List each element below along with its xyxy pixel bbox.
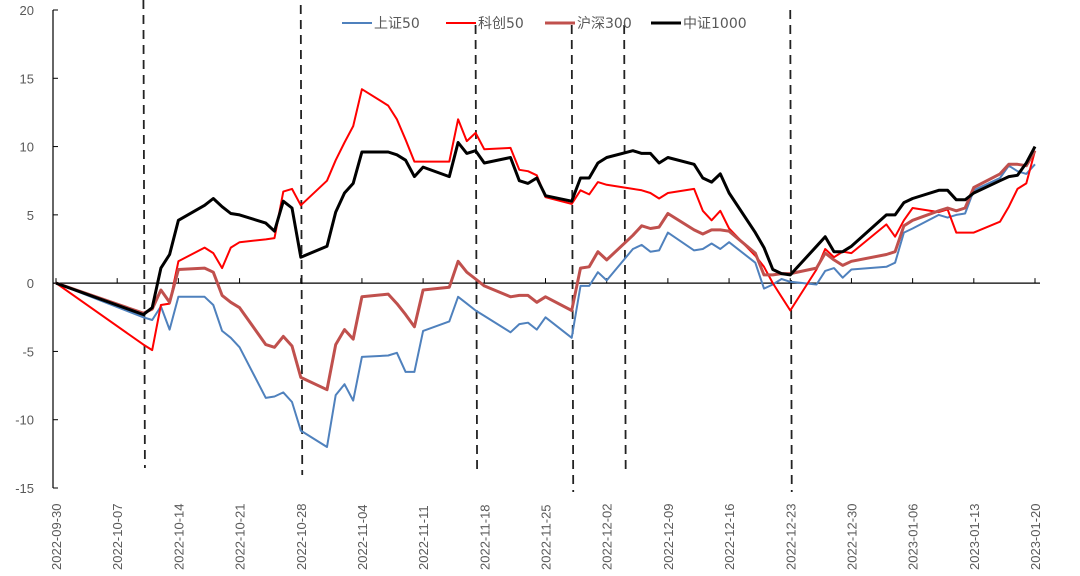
x-tick-label: 2022-12-30 [844,504,859,571]
x-tick-label: 2022-11-11 [416,505,431,570]
x-tick-label: 2023-01-20 [1028,504,1043,571]
y-tick-label: 15 [20,71,34,86]
event-dashed-line [474,24,478,471]
x-tick-label: 2022-10-14 [171,504,186,571]
x-tick-label: 2022-10-21 [233,504,248,571]
series-lines [55,88,1037,448]
axes: -15 -10 -5 0 5 10 15 20 2022-09-30 2022-10-07 2022… [15,3,1043,570]
x-tick-label: 2022-11-04 [355,504,370,570]
event-dashed-line [789,9,793,493]
legend-label: 上证50 [374,16,420,32]
x-tick-label: 2022-12-09 [661,504,676,571]
event-dashed-line [142,0,146,469]
event-dashed-line [299,4,304,476]
vertical-dashed-lines [142,0,793,493]
legend-label: 沪深300 [577,16,632,32]
event-dashed-line [623,24,627,471]
x-tick-label: 2022-11-25 [539,504,554,570]
x-tick-label: 2023-01-06 [906,504,921,571]
y-tick-label: -10 [15,413,34,428]
y-tick-label: 5 [27,208,34,223]
x-tick-label: 2022-10-07 [110,504,125,571]
legend: 上证50 科创50 沪深300 中证1000 [342,16,747,32]
x-tick-label: 2023-01-13 [967,504,982,571]
event-dashed-line [570,24,575,493]
x-tick-label: 2022-12-23 [783,504,798,571]
legend-label: 科创50 [478,16,524,32]
series-line-科创50 [55,88,1036,352]
y-tick-label: 0 [27,276,34,291]
y-tick-label: -5 [22,344,34,359]
x-tick-label: 2022-11-18 [477,504,492,570]
x-tick-label: 2022-09-30 [49,504,64,571]
y-tick-label: 10 [20,140,34,155]
series-line-沪深300 [55,149,1037,392]
legend-label: 中证1000 [683,16,747,32]
series-line-中证1000 [55,141,1037,317]
x-tick-label: 2022-12-02 [600,504,615,571]
series-line-上证50 [55,163,1036,448]
y-tick-label: -15 [15,481,34,496]
y-tick-label: 20 [20,3,34,18]
x-tick-label: 2022-10-28 [294,504,309,571]
x-tick-label: 2022-12-16 [722,504,737,571]
